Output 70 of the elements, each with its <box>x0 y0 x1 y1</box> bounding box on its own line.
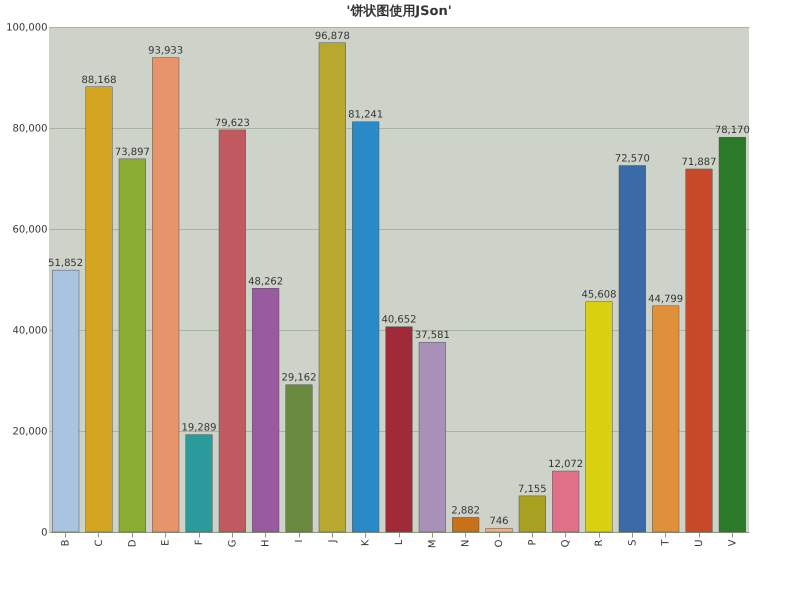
x-tick-label: R <box>594 539 605 546</box>
y-tick-label: 100,000 <box>6 22 48 34</box>
bar <box>152 57 180 532</box>
y-tick-label: 60,000 <box>12 224 48 236</box>
data-label: 72,570 <box>614 154 650 165</box>
y-tick-label: 20,000 <box>12 426 48 438</box>
data-label: 2,882 <box>451 505 480 516</box>
y-tick-label: 40,000 <box>12 326 48 336</box>
bar <box>552 470 580 532</box>
x-tick-label: E <box>160 540 172 546</box>
data-label: 37,581 <box>414 330 450 342</box>
x-tick-label: O <box>494 539 505 548</box>
x-tick-label: H <box>260 540 272 548</box>
x-tick-label: P <box>527 540 538 546</box>
x-tick-label: D <box>127 539 138 548</box>
data-label: 12,072 <box>548 459 584 470</box>
data-label: 73,897 <box>114 146 150 158</box>
bar <box>118 158 146 532</box>
data-label: 7,155 <box>518 484 547 495</box>
x-tick-label: K <box>360 539 372 546</box>
x-tick-label: G <box>227 540 238 548</box>
data-label: 48,262 <box>248 276 284 288</box>
data-label: 746 <box>489 516 509 528</box>
x-tick-label: J <box>327 540 338 544</box>
bar <box>618 165 646 532</box>
bar <box>218 130 246 532</box>
bar <box>652 306 680 532</box>
data-label: 40,652 <box>382 314 416 326</box>
data-label: 44,799 <box>648 294 684 305</box>
bar <box>85 86 113 532</box>
bar <box>352 121 380 532</box>
x-tick-label: B <box>60 539 72 546</box>
bar <box>585 301 613 532</box>
x-tick-label: C <box>94 539 105 546</box>
data-label: 79,623 <box>214 118 250 129</box>
chart-title: '饼状图使用JSon' <box>346 3 452 19</box>
x-tick-label: M <box>427 540 438 548</box>
x-tick-label: T <box>660 538 672 547</box>
bar <box>418 342 446 532</box>
bar <box>718 136 746 532</box>
data-label: 96,878 <box>314 30 350 42</box>
bar <box>252 288 280 532</box>
data-label: 93,933 <box>148 46 184 57</box>
y-tick-label: 0 <box>41 528 48 538</box>
y-tick-label: 80,000 <box>12 124 48 134</box>
x-tick-label: F <box>194 539 205 546</box>
data-label: 29,162 <box>282 372 316 384</box>
x-tick-label: V <box>727 539 738 546</box>
bar <box>485 528 513 532</box>
x-tick-label: I <box>294 540 305 542</box>
bar <box>185 434 213 532</box>
data-label: 51,852 <box>48 258 84 270</box>
data-label: 71,887 <box>682 156 716 168</box>
data-label: 88,168 <box>82 74 116 86</box>
bar <box>685 168 713 532</box>
data-label: 19,289 <box>182 422 216 434</box>
data-label: 78,170 <box>714 125 750 136</box>
bar <box>452 517 480 532</box>
bar <box>285 384 313 532</box>
bar <box>385 326 413 532</box>
x-tick-label: Q <box>560 539 572 548</box>
x-tick-label: L <box>394 539 405 546</box>
x-tick-label: U <box>694 540 705 547</box>
data-label: 45,608 <box>582 290 616 301</box>
bar <box>52 270 80 532</box>
bar <box>518 496 546 532</box>
data-label: 81,241 <box>348 110 384 121</box>
x-tick-label: S <box>627 540 638 546</box>
x-tick-label: N <box>460 540 472 547</box>
bar <box>318 42 346 532</box>
